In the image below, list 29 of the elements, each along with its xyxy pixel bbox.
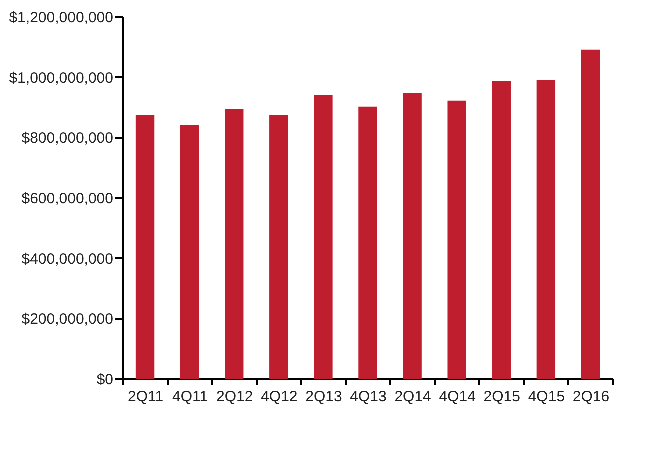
y-tick-label: $1,200,000,000 (9, 10, 114, 26)
x-tick-label: 2Q13 (306, 388, 342, 406)
bar (225, 109, 244, 379)
x-tick-label: 2Q16 (572, 388, 610, 406)
bar (448, 100, 466, 379)
bar (358, 106, 378, 379)
bar (314, 95, 333, 379)
y-tick-label: $200,000,000 (22, 311, 114, 328)
y-tick-label: $400,000,000 (22, 250, 114, 268)
x-tick-label: 2Q12 (216, 388, 254, 406)
y-tick-label: $0 (96, 372, 114, 388)
bar (581, 50, 600, 379)
bar (270, 115, 288, 379)
y-tick-label: $600,000,000 (22, 190, 114, 208)
x-tick-label: 2Q14 (394, 388, 432, 406)
x-tick-label: 4Q12 (261, 388, 298, 406)
y-tick-label: $1,000,000,000 (9, 70, 114, 87)
x-tick-label: 4Q11 (172, 388, 208, 406)
x-tick-label: 4Q14 (439, 388, 476, 406)
bar (136, 115, 155, 379)
bar (403, 93, 422, 379)
bar (536, 80, 556, 379)
bar (492, 80, 511, 379)
x-tick-label: 2Q11 (128, 388, 164, 406)
bar (180, 124, 200, 379)
x-tick-label: 4Q13 (350, 388, 387, 406)
x-tick-label: 2Q15 (484, 388, 520, 406)
y-tick-label: $800,000,000 (22, 130, 114, 148)
x-tick-label: 4Q15 (528, 388, 566, 406)
